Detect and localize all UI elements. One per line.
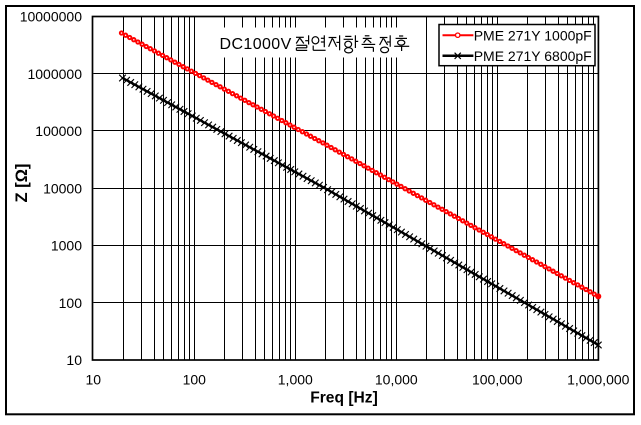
svg-text:Freq [Hz]: Freq [Hz] <box>310 390 378 407</box>
svg-text:1,000,000: 1,000,000 <box>567 371 629 387</box>
svg-text:PME 271Y 1000pF: PME 271Y 1000pF <box>474 27 592 43</box>
svg-text:100,000: 100,000 <box>472 371 523 387</box>
svg-text:1000: 1000 <box>51 238 82 254</box>
svg-text:100000: 100000 <box>35 123 82 139</box>
svg-text:1000000: 1000000 <box>27 66 82 82</box>
svg-text:10000000: 10000000 <box>20 9 83 25</box>
svg-text:10000: 10000 <box>43 180 82 196</box>
svg-text:PME 271Y 6800pF: PME 271Y 6800pF <box>474 48 592 64</box>
svg-text:10: 10 <box>66 352 82 368</box>
svg-text:1,000: 1,000 <box>278 371 313 387</box>
svg-text:100: 100 <box>183 371 207 387</box>
svg-text:100: 100 <box>59 295 83 311</box>
svg-text:10: 10 <box>86 371 102 387</box>
svg-text:Z [Ω]: Z [Ω] <box>13 164 31 203</box>
svg-text:10,000: 10,000 <box>375 371 418 387</box>
svg-text:DC1000V: DC1000V <box>220 36 292 53</box>
